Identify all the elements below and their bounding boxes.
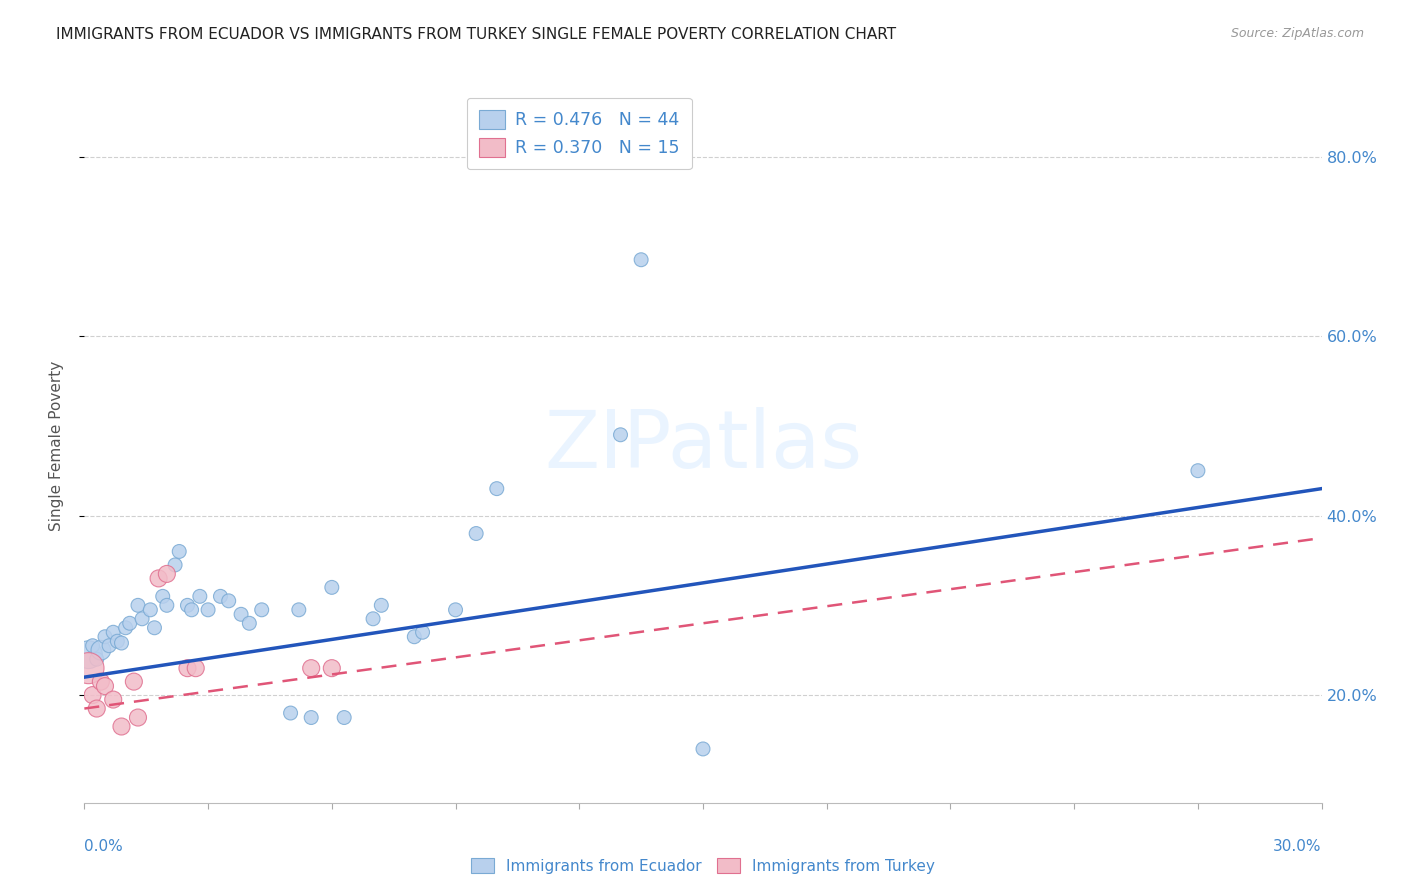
Point: [148, 571, 170, 585]
Point: [412, 625, 434, 640]
Point: [404, 630, 426, 644]
Point: [114, 621, 136, 635]
Point: [90, 643, 112, 657]
Text: ZIPatlas: ZIPatlas: [544, 407, 862, 485]
Point: [321, 580, 343, 594]
Point: [77, 648, 100, 662]
Point: [103, 692, 125, 706]
Point: [82, 639, 104, 653]
Point: [98, 639, 121, 653]
Point: [180, 603, 202, 617]
Point: [118, 616, 141, 631]
Point: [465, 526, 488, 541]
Point: [299, 661, 322, 675]
Point: [299, 710, 322, 724]
Point: [280, 706, 302, 720]
Point: [167, 544, 190, 558]
Point: [229, 607, 252, 622]
Point: [184, 661, 207, 675]
Point: [90, 674, 112, 689]
Point: [370, 599, 392, 613]
Point: [1187, 464, 1209, 478]
Point: [156, 566, 179, 581]
Point: [82, 688, 104, 702]
Y-axis label: Single Female Poverty: Single Female Poverty: [49, 361, 63, 531]
Point: [110, 636, 132, 650]
Point: [176, 599, 198, 613]
Point: [156, 599, 179, 613]
Point: [609, 427, 631, 442]
Point: [218, 594, 240, 608]
Point: [127, 710, 149, 724]
Point: [250, 603, 273, 617]
Point: [94, 679, 117, 693]
Point: [197, 603, 219, 617]
Text: Source: ZipAtlas.com: Source: ZipAtlas.com: [1230, 27, 1364, 40]
Point: [176, 661, 198, 675]
Text: 0.0%: 0.0%: [84, 838, 124, 854]
Point: [94, 630, 117, 644]
Point: [139, 603, 162, 617]
Point: [110, 719, 132, 733]
Point: [333, 710, 356, 724]
Point: [86, 701, 108, 715]
Point: [127, 599, 149, 613]
Point: [105, 634, 128, 648]
Point: [209, 590, 232, 604]
Point: [321, 661, 343, 675]
Point: [444, 603, 467, 617]
Point: [361, 612, 384, 626]
Text: 30.0%: 30.0%: [1274, 838, 1322, 854]
Point: [131, 612, 153, 626]
Point: [165, 558, 187, 572]
Text: IMMIGRANTS FROM ECUADOR VS IMMIGRANTS FROM TURKEY SINGLE FEMALE POVERTY CORRELAT: IMMIGRANTS FROM ECUADOR VS IMMIGRANTS FR…: [56, 27, 897, 42]
Point: [692, 742, 714, 756]
Point: [143, 621, 166, 635]
Legend: R = 0.476   N = 44, R = 0.370   N = 15: R = 0.476 N = 44, R = 0.370 N = 15: [467, 98, 692, 169]
Point: [238, 616, 260, 631]
Point: [630, 252, 652, 267]
Point: [188, 590, 211, 604]
Point: [288, 603, 311, 617]
Point: [77, 661, 100, 675]
Point: [485, 482, 508, 496]
Point: [152, 590, 174, 604]
Point: [103, 625, 125, 640]
Point: [122, 674, 145, 689]
Legend: Immigrants from Ecuador, Immigrants from Turkey: Immigrants from Ecuador, Immigrants from…: [465, 852, 941, 880]
Point: [86, 652, 108, 666]
